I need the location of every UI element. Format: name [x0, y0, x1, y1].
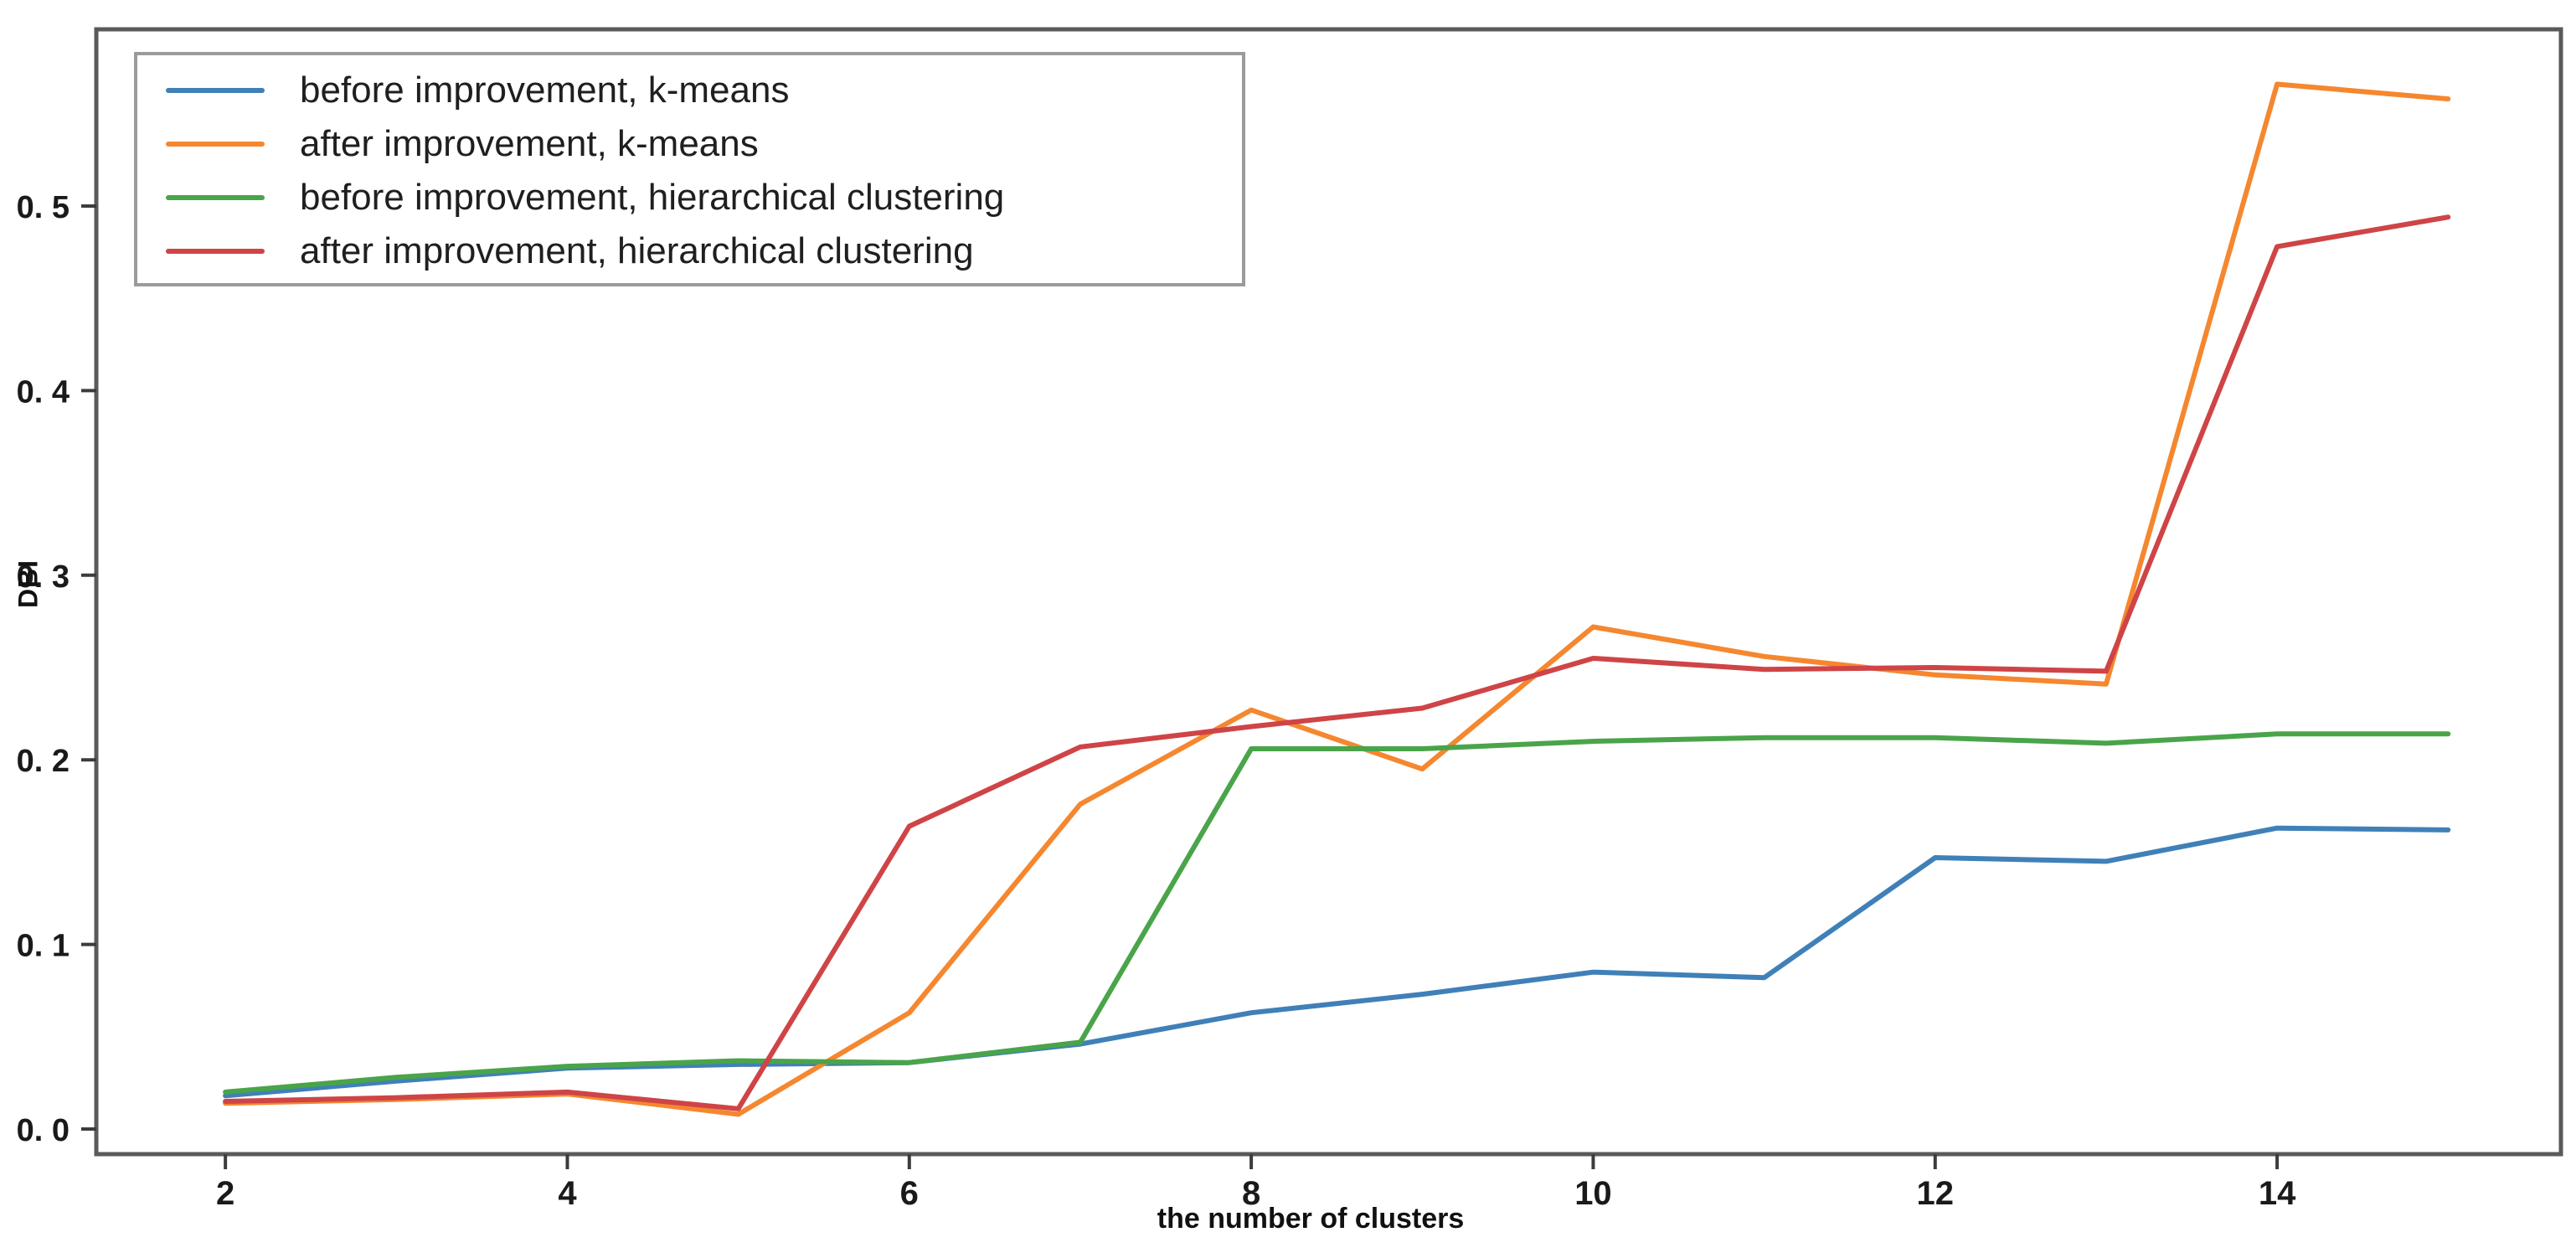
legend-label: after improvement, k-means: [300, 123, 759, 164]
legend-label: after improvement, hierarchical clusteri…: [300, 230, 974, 271]
y-axis-label: DBI: [13, 559, 44, 609]
legend-swatch-after-hierarchical: [166, 249, 265, 254]
legend-item: after improvement, hierarchical clusteri…: [166, 224, 1242, 278]
x-tick-label: 10: [1574, 1175, 1612, 1212]
legend-item: before improvement, hierarchical cluster…: [166, 171, 1242, 224]
legend-label: before improvement, k-means: [300, 70, 790, 111]
x-tick-label: 4: [558, 1175, 577, 1212]
legend-swatch-before-kmeans: [166, 88, 265, 93]
y-tick-label: 0. 3: [17, 559, 70, 595]
x-tick-label: 14: [2259, 1175, 2296, 1212]
y-tick-label: 0. 5: [17, 190, 70, 225]
y-tick-label: 0. 1: [17, 929, 70, 964]
legend-swatch-after-kmeans: [166, 142, 265, 147]
legend-swatch-before-hierarchical: [166, 195, 265, 200]
legend-item: before improvement, k-means: [166, 64, 1242, 117]
plot-area: 2 4 6 8 10 12 14 0. 0 0. 1 0. 2 0. 3 0. 4 0. 5: [17, 27, 2563, 1212]
plot-frame: [94, 27, 2563, 1157]
legend-item: after improvement, k-means: [166, 117, 1242, 171]
y-tick-label: 0. 4: [17, 374, 70, 410]
x-tick-label: 2: [216, 1175, 234, 1212]
legend-label: before improvement, hierarchical cluster…: [300, 177, 1005, 218]
legend: before improvement, k-means after improv…: [134, 52, 1245, 286]
y-tick-label: 0. 0: [17, 1113, 70, 1148]
series-line: [223, 214, 2451, 1111]
x-tick-label: 12: [1917, 1175, 1955, 1212]
x-axis-label: the number of clusters: [1157, 1203, 1465, 1235]
series-line: [223, 731, 2451, 1095]
x-tick-label: 6: [900, 1175, 919, 1212]
series-line: [223, 825, 2451, 1099]
x-tick-label: 8: [1242, 1175, 1260, 1212]
y-tick-label: 0. 2: [17, 744, 70, 779]
